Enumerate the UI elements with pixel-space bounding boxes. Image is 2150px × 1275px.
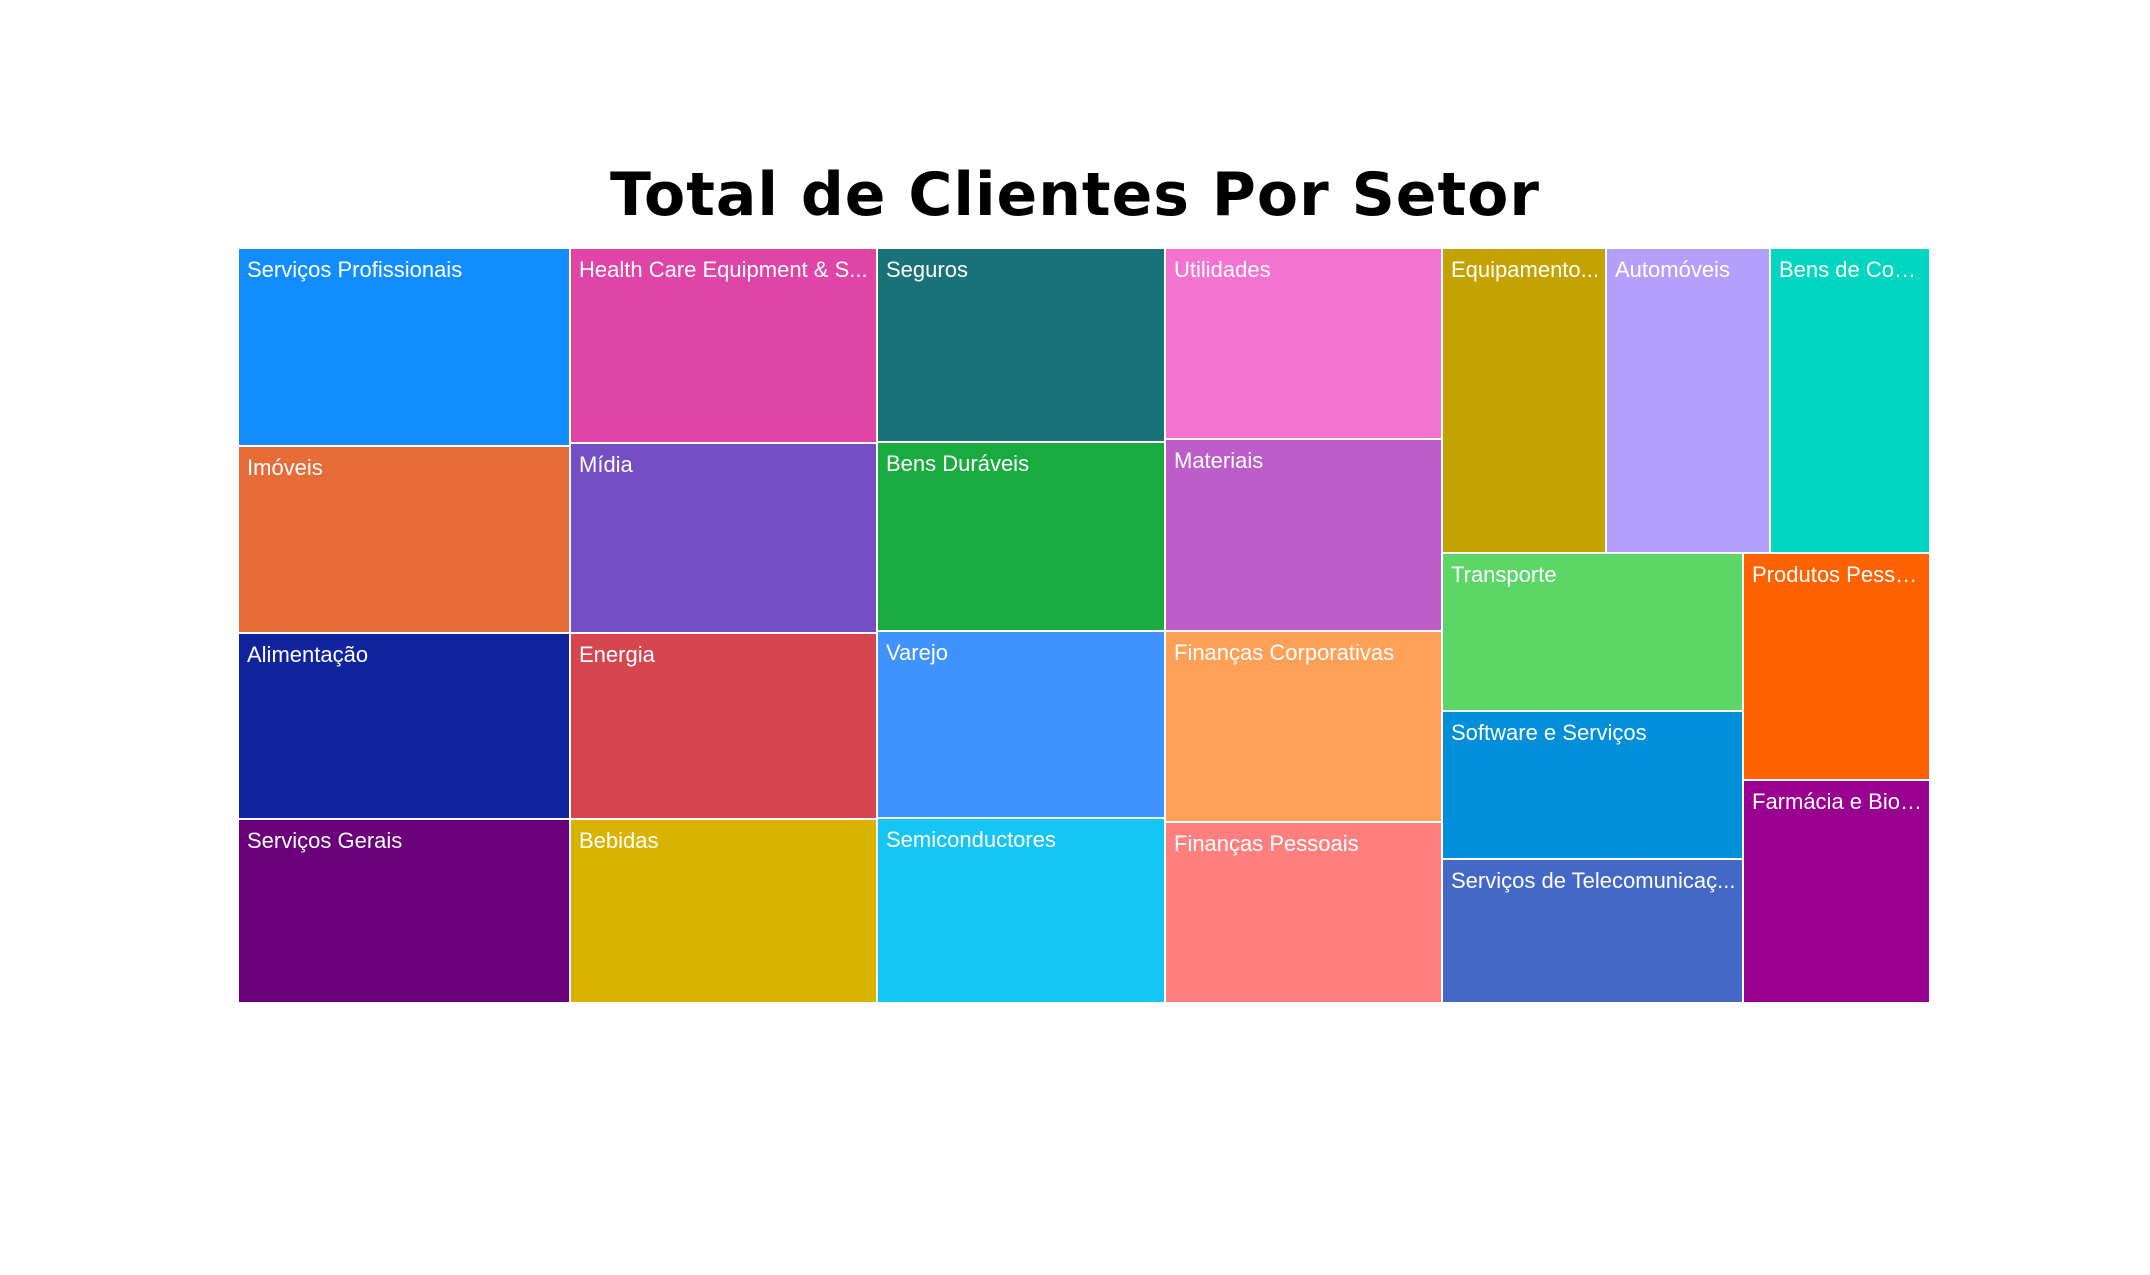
treemap-tile[interactable]: Materiais (1165, 439, 1442, 631)
treemap-plot-area: Serviços Profissionais Imóveis Alimentação… (238, 248, 1930, 1003)
treemap-tile[interactable]: Seguros (877, 248, 1165, 442)
tile-label: Software e Serviços (1451, 720, 1647, 745)
tile-label: Bens de Con... (1779, 257, 1923, 282)
treemap-tile[interactable]: Energia (570, 633, 877, 819)
treemap-tile[interactable]: Bebidas (570, 819, 877, 1003)
tile-label: Farmácia e Biot... (1752, 789, 1923, 814)
treemap-tile[interactable]: Health Care Equipment & S... (570, 248, 877, 443)
tile-label: Imóveis (247, 455, 323, 480)
tile-label: Finanças Pessoais (1174, 831, 1359, 856)
tile-label: Varejo (886, 640, 948, 665)
treemap-tile[interactable]: Farmácia e Biot... (1743, 780, 1930, 1003)
chart-title: Total de Clientes Por Setor (610, 160, 1540, 230)
treemap-tile[interactable]: Bens de Con... (1770, 248, 1930, 553)
tile-label: Materiais (1174, 448, 1264, 473)
tile-label: Serviços Profissionais (247, 257, 463, 282)
tile-label: Alimentação (247, 642, 369, 667)
treemap-tile[interactable]: Transporte (1442, 553, 1743, 711)
tile-label: Utilidades (1174, 257, 1271, 282)
treemap-tile[interactable]: Serviços de Telecomunicaç... (1442, 859, 1743, 1003)
tile-label: Health Care Equipment & S... (579, 257, 868, 282)
treemap-tile[interactable]: Utilidades (1165, 248, 1442, 439)
tile-label: Bens Duráveis (886, 451, 1030, 476)
treemap-tile[interactable]: Mídia (570, 443, 877, 633)
tile-label: Seguros (886, 257, 968, 282)
treemap-tile[interactable]: Produtos Pesso... (1743, 553, 1930, 780)
tile-label: Equipamento... (1451, 257, 1599, 282)
treemap-tile[interactable]: Finanças Pessoais (1165, 822, 1442, 1003)
tile-label: Energia (579, 642, 655, 667)
tile-label: Semiconductores (886, 827, 1056, 852)
treemap-tile[interactable]: Imóveis (238, 446, 570, 633)
tile-label: Automóveis (1615, 257, 1730, 282)
treemap-tile[interactable]: Varejo (877, 631, 1165, 818)
treemap-tile[interactable]: Bens Duráveis (877, 442, 1165, 631)
tile-label: Bebidas (579, 828, 659, 853)
tile-label: Finanças Corporativas (1174, 640, 1395, 665)
tile-label: Mídia (579, 452, 633, 477)
tile-label: Serviços de Telecomunicaç... (1451, 868, 1736, 893)
treemap-tile[interactable]: Alimentação (238, 633, 570, 819)
treemap-tile[interactable]: Semiconductores (877, 818, 1165, 1003)
treemap-tile[interactable]: Finanças Corporativas (1165, 631, 1442, 822)
treemap-tile[interactable]: Serviços Gerais (238, 819, 570, 1003)
tile-label: Serviços Gerais (247, 828, 403, 853)
tile-label: Produtos Pesso... (1752, 562, 1923, 587)
treemap-tile[interactable]: Equipamento... (1442, 248, 1606, 553)
tile-label: Transporte (1451, 562, 1557, 587)
treemap-tile[interactable]: Automóveis (1606, 248, 1770, 553)
treemap-tile[interactable]: Software e Serviços (1442, 711, 1743, 859)
treemap-tile[interactable]: Serviços Profissionais (238, 248, 570, 446)
